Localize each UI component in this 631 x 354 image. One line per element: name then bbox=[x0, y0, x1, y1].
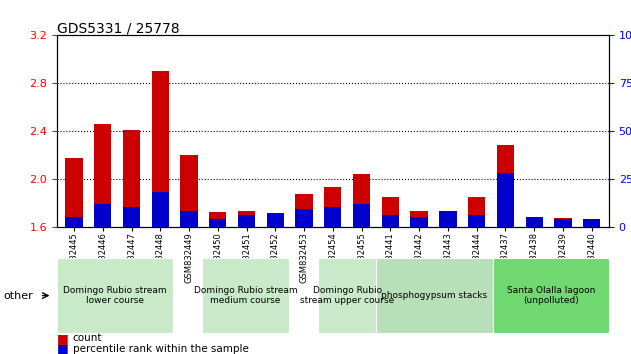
Bar bbox=[66, 217, 83, 227]
Text: Domingo Rubio
stream upper course: Domingo Rubio stream upper course bbox=[300, 286, 394, 305]
Bar bbox=[267, 213, 284, 227]
Text: other: other bbox=[3, 291, 33, 301]
Bar bbox=[318, 258, 377, 333]
Bar bbox=[267, 218, 284, 227]
Bar bbox=[377, 258, 493, 333]
Bar bbox=[295, 209, 313, 227]
Bar bbox=[123, 130, 140, 227]
Bar bbox=[497, 173, 514, 227]
Bar bbox=[382, 215, 399, 227]
Text: GDS5331 / 25778: GDS5331 / 25778 bbox=[57, 21, 179, 35]
Bar bbox=[324, 187, 341, 227]
Text: Domingo Rubio stream
lower course: Domingo Rubio stream lower course bbox=[63, 286, 167, 305]
Bar bbox=[94, 204, 112, 227]
Bar bbox=[202, 258, 289, 333]
Text: phosphogypsum stacks: phosphogypsum stacks bbox=[382, 291, 488, 300]
Bar bbox=[439, 211, 456, 227]
Bar bbox=[209, 219, 227, 227]
Text: count: count bbox=[73, 333, 102, 343]
Bar bbox=[209, 212, 227, 227]
Bar bbox=[353, 204, 370, 227]
Bar bbox=[382, 197, 399, 227]
Bar bbox=[57, 258, 173, 333]
Bar bbox=[411, 211, 428, 227]
Bar bbox=[583, 224, 600, 227]
Bar bbox=[180, 155, 198, 227]
Bar bbox=[123, 207, 140, 227]
Text: Santa Olalla lagoon
(unpolluted): Santa Olalla lagoon (unpolluted) bbox=[507, 286, 595, 305]
Bar bbox=[526, 217, 543, 227]
Bar bbox=[468, 197, 485, 227]
Text: ■: ■ bbox=[57, 342, 69, 354]
Bar bbox=[583, 219, 600, 227]
Text: Domingo Rubio stream
medium course: Domingo Rubio stream medium course bbox=[194, 286, 297, 305]
Bar bbox=[468, 215, 485, 227]
Text: percentile rank within the sample: percentile rank within the sample bbox=[73, 344, 249, 354]
Bar bbox=[151, 192, 169, 227]
Bar bbox=[493, 258, 609, 333]
Bar bbox=[554, 219, 572, 227]
Bar bbox=[439, 222, 456, 227]
Text: ■: ■ bbox=[57, 332, 69, 344]
Bar bbox=[66, 159, 83, 227]
Bar bbox=[554, 218, 572, 227]
Bar bbox=[526, 217, 543, 227]
Bar bbox=[238, 215, 255, 227]
Bar bbox=[151, 71, 169, 227]
Bar bbox=[497, 145, 514, 227]
Bar bbox=[295, 194, 313, 227]
Bar bbox=[94, 124, 112, 227]
Bar bbox=[324, 207, 341, 227]
Bar bbox=[411, 217, 428, 227]
Bar bbox=[180, 211, 198, 227]
Bar bbox=[353, 174, 370, 227]
Bar bbox=[238, 211, 255, 227]
